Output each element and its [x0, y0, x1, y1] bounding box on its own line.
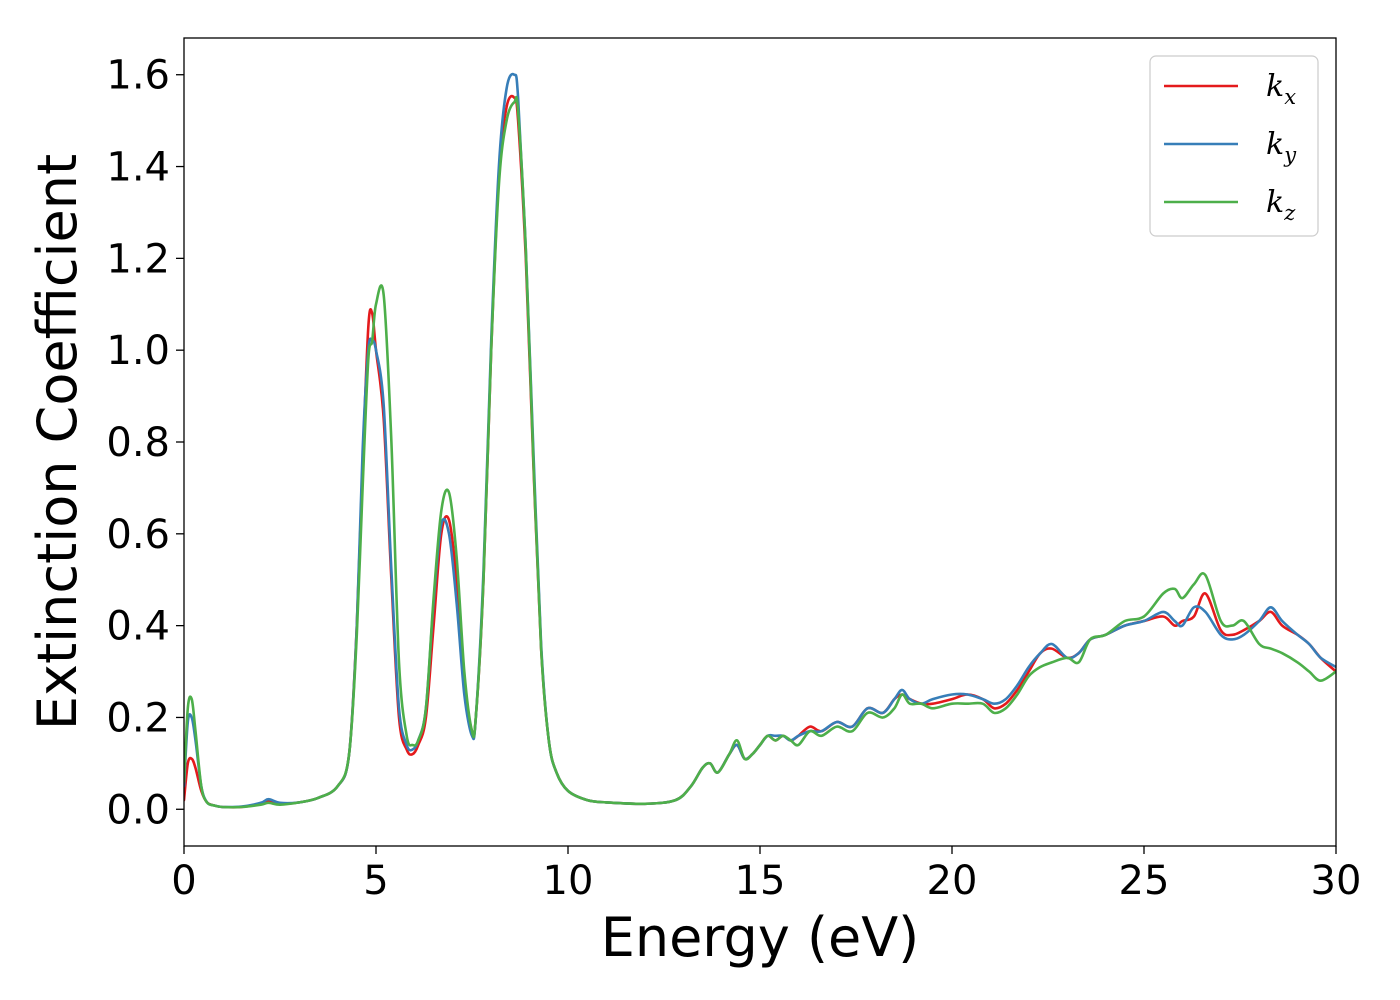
y-tick-label: 0.4: [106, 604, 170, 650]
y-tick-label: 0.8: [106, 420, 170, 466]
series-layer: [184, 72, 1336, 809]
x-axis-label: Energy (eV): [601, 906, 920, 969]
x-tick-label: 5: [363, 858, 388, 904]
y-tick-label: 1.0: [106, 328, 170, 374]
x-tick-label: 15: [735, 858, 786, 904]
legend-frame: [1149, 55, 1319, 237]
x-tick-label: 10: [543, 858, 594, 904]
y-tick-label: 1.2: [106, 236, 170, 282]
y-tick-label: 0.2: [106, 695, 170, 741]
x-tick-label: 30: [1311, 858, 1362, 904]
y-tick-label: 0.0: [106, 787, 170, 833]
series-line-kz: [184, 95, 1336, 809]
x-axis: 0 5 10 15 20 25 30: [171, 846, 1361, 904]
y-axis: 0.0 0.2 0.4 0.6 0.8 1.0 1.2 1.4 1.6: [106, 53, 184, 833]
y-tick-label: 0.6: [106, 512, 170, 558]
x-tick-label: 20: [927, 858, 978, 904]
y-axis-label: Extinction Coefficient: [26, 154, 89, 730]
y-tick-label: 1.6: [106, 53, 170, 99]
x-tick-label: 25: [1119, 858, 1170, 904]
y-tick-label: 1.4: [106, 145, 170, 191]
x-tick-label: 0: [171, 858, 196, 904]
